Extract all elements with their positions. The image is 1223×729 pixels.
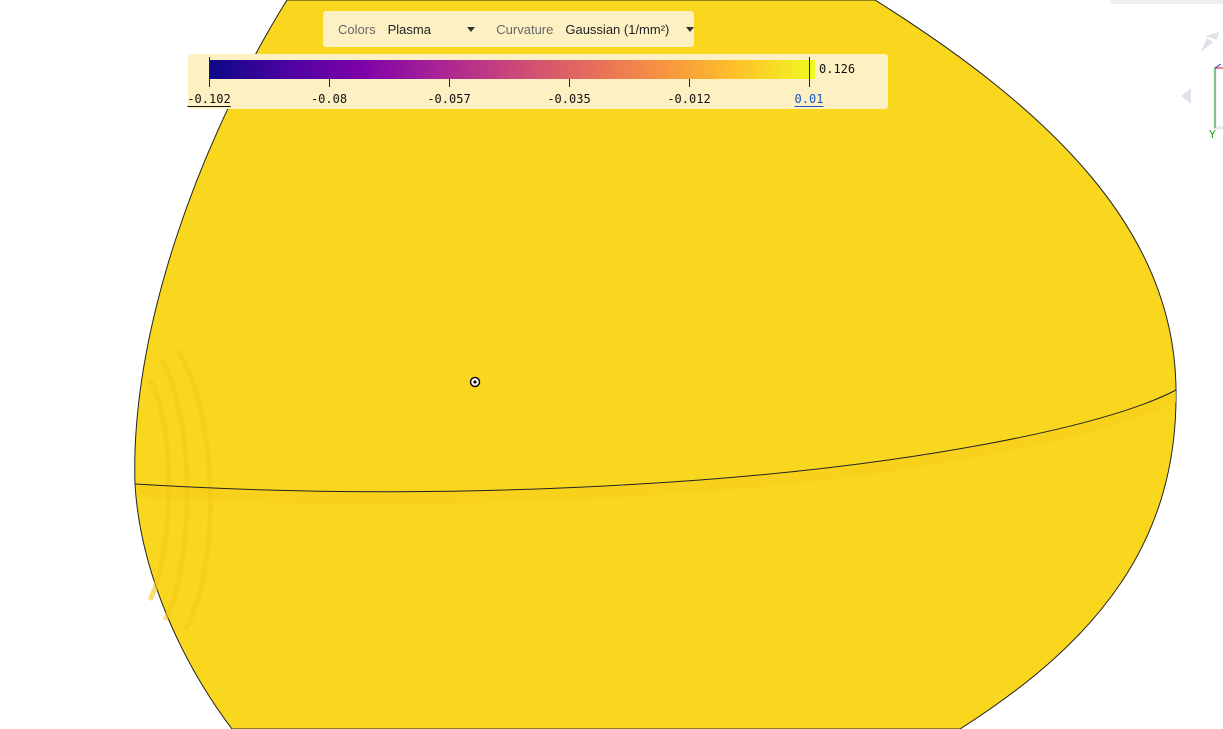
colors-label: Colors: [338, 21, 376, 37]
range-max-value[interactable]: 0.01: [794, 92, 824, 106]
tick-label: -0.012: [667, 92, 711, 106]
tick: [569, 79, 570, 87]
tick: [449, 79, 450, 87]
cube-face[interactable]: [1213, 66, 1223, 130]
tick-label: -0.08: [310, 92, 348, 106]
min-handle[interactable]: [209, 57, 210, 87]
pivot-marker-icon[interactable]: [469, 376, 481, 388]
curvature-value: Gaussian (1/mm²): [565, 21, 670, 37]
curvature-dropdown[interactable]: Gaussian (1/mm²): [565, 22, 694, 37]
curved-surface[interactable]: [134, 0, 1177, 729]
colors-dropdown[interactable]: Plasma: [388, 22, 476, 37]
tick: [329, 79, 330, 87]
min-value[interactable]: -0.102: [187, 92, 231, 106]
chevron-down-icon[interactable]: [686, 26, 694, 32]
top-right-panel-edge: [1110, 0, 1223, 4]
tick-label: -0.057: [427, 92, 471, 106]
chevron-down-icon[interactable]: [467, 26, 476, 32]
max-handle[interactable]: [809, 57, 810, 87]
colorbar: [210, 60, 815, 79]
colors-value: Plasma: [387, 21, 431, 37]
curvature-toolbar: Colors Plasma Curvature Gaussian (1/mm²): [323, 11, 694, 47]
max-value: 0.126: [819, 62, 856, 76]
view-cube[interactable]: Y: [1175, 30, 1223, 150]
tick: [689, 79, 690, 87]
y-axis-label: Y: [1209, 128, 1216, 141]
curvature-band: [135, 390, 1176, 505]
equator-edge: [134, 389, 1177, 493]
rotate-left-icon[interactable]: [1181, 88, 1191, 104]
color-legend: -0.102 -0.08 -0.057 -0.035 -0.012 0.01 0…: [187, 54, 888, 109]
curvature-label: Curvature: [496, 21, 554, 37]
rotate-arrow-icon[interactable]: [1201, 32, 1219, 52]
tick-label: -0.035: [547, 92, 591, 106]
